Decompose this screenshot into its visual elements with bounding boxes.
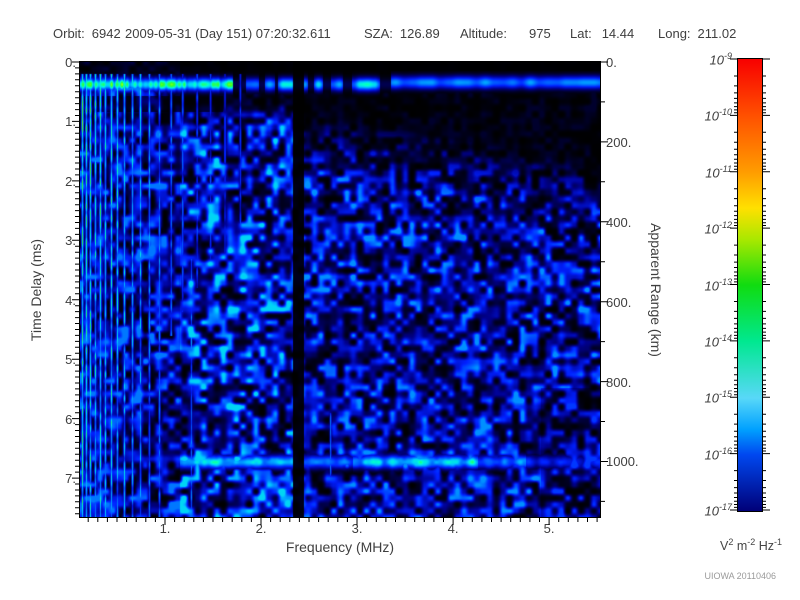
lat-field: Lat: 14.44 (570, 26, 634, 41)
colorbar-tick-label: 10-10 (704, 107, 732, 124)
datetime-value: 2009-05-31 (Day 151) 07:20:32.611 (125, 26, 331, 41)
sza-field: SZA: 126.89 (364, 26, 440, 41)
y-left-tick-label: 3. (65, 233, 76, 249)
altitude-value: 975 (528, 26, 551, 41)
long-value: 211.02 (697, 26, 737, 41)
colorbar-tick-label: 10-14 (704, 332, 732, 350)
colorbar-unit-label: V2 m-2 Hz-1 (719, 537, 783, 554)
y-right-tick-label: 400. (606, 214, 632, 230)
y-left-tick-label: 7. (65, 471, 76, 487)
y-right-tick-label: 800. (606, 374, 632, 390)
x-axis-title: Frequency (MHz) (285, 539, 395, 555)
y-axis-title-left: Time Delay (ms) (28, 238, 44, 342)
x-tick-label: 1. (159, 521, 171, 536)
lat-label: Lat: (570, 26, 592, 41)
colorbar-tick-label: 10-15 (704, 389, 732, 406)
ionogram-spectrogram (80, 62, 600, 517)
colorbar-tick-label: 10-13 (704, 276, 732, 293)
header-info-bar: Orbit: 6942 2009-05-31 (Day 151) 07:20:32… (0, 26, 800, 42)
y-left-tick-label: 4. (65, 292, 76, 308)
y-right-tick-label: 200. (606, 134, 632, 150)
orbit-field: Orbit: 6942 (53, 26, 121, 41)
ionogram-plot-frame (79, 61, 601, 518)
y-right-tick-label: 1000. (606, 454, 639, 470)
colorbar-tick-label: 10-12 (704, 220, 732, 237)
altitude-label: Altitude: (460, 26, 507, 41)
colorbar-tick-label: 10-9 (709, 51, 732, 68)
x-tick-label: 4. (447, 521, 459, 536)
y-left-tick-label: 5. (65, 352, 76, 368)
y-right-tick-label: 600. (606, 294, 632, 310)
datetime-field: 2009-05-31 (Day 151) 07:20:32.611 (125, 26, 331, 41)
sza-value: 126.89 (399, 26, 440, 41)
colorbar (737, 58, 763, 512)
long-label: Long: (658, 26, 691, 41)
y-right-tick-label: 0. (606, 55, 617, 70)
orbit-value: 6942 (91, 26, 121, 41)
y-left-tick-label: 1. (65, 114, 76, 130)
altitude-field: Altitude: 975 (460, 26, 551, 41)
long-field: Long: 211.02 (658, 26, 736, 41)
sza-label: SZA: (364, 26, 393, 41)
lat-value: 14.44 (601, 26, 635, 41)
y-left-tick-label: 0. (65, 55, 76, 70)
x-tick-label: 3. (351, 521, 363, 536)
colorbar-tick-label: 10-11 (705, 163, 732, 181)
x-tick-label: 5. (543, 521, 555, 536)
y-left-tick-label: 6. (65, 411, 76, 427)
colorbar-tick-label: 10-17 (704, 502, 732, 519)
x-tick-label: 2. (255, 521, 267, 536)
credit-text: UIOWA 20110406 (704, 571, 776, 581)
colorbar-tick-label: 10-16 (704, 445, 732, 462)
y-left-tick-label: 2. (65, 173, 76, 189)
orbit-label: Orbit: (53, 26, 85, 41)
y-axis-title-right: Apparent Range (km) (648, 223, 664, 357)
